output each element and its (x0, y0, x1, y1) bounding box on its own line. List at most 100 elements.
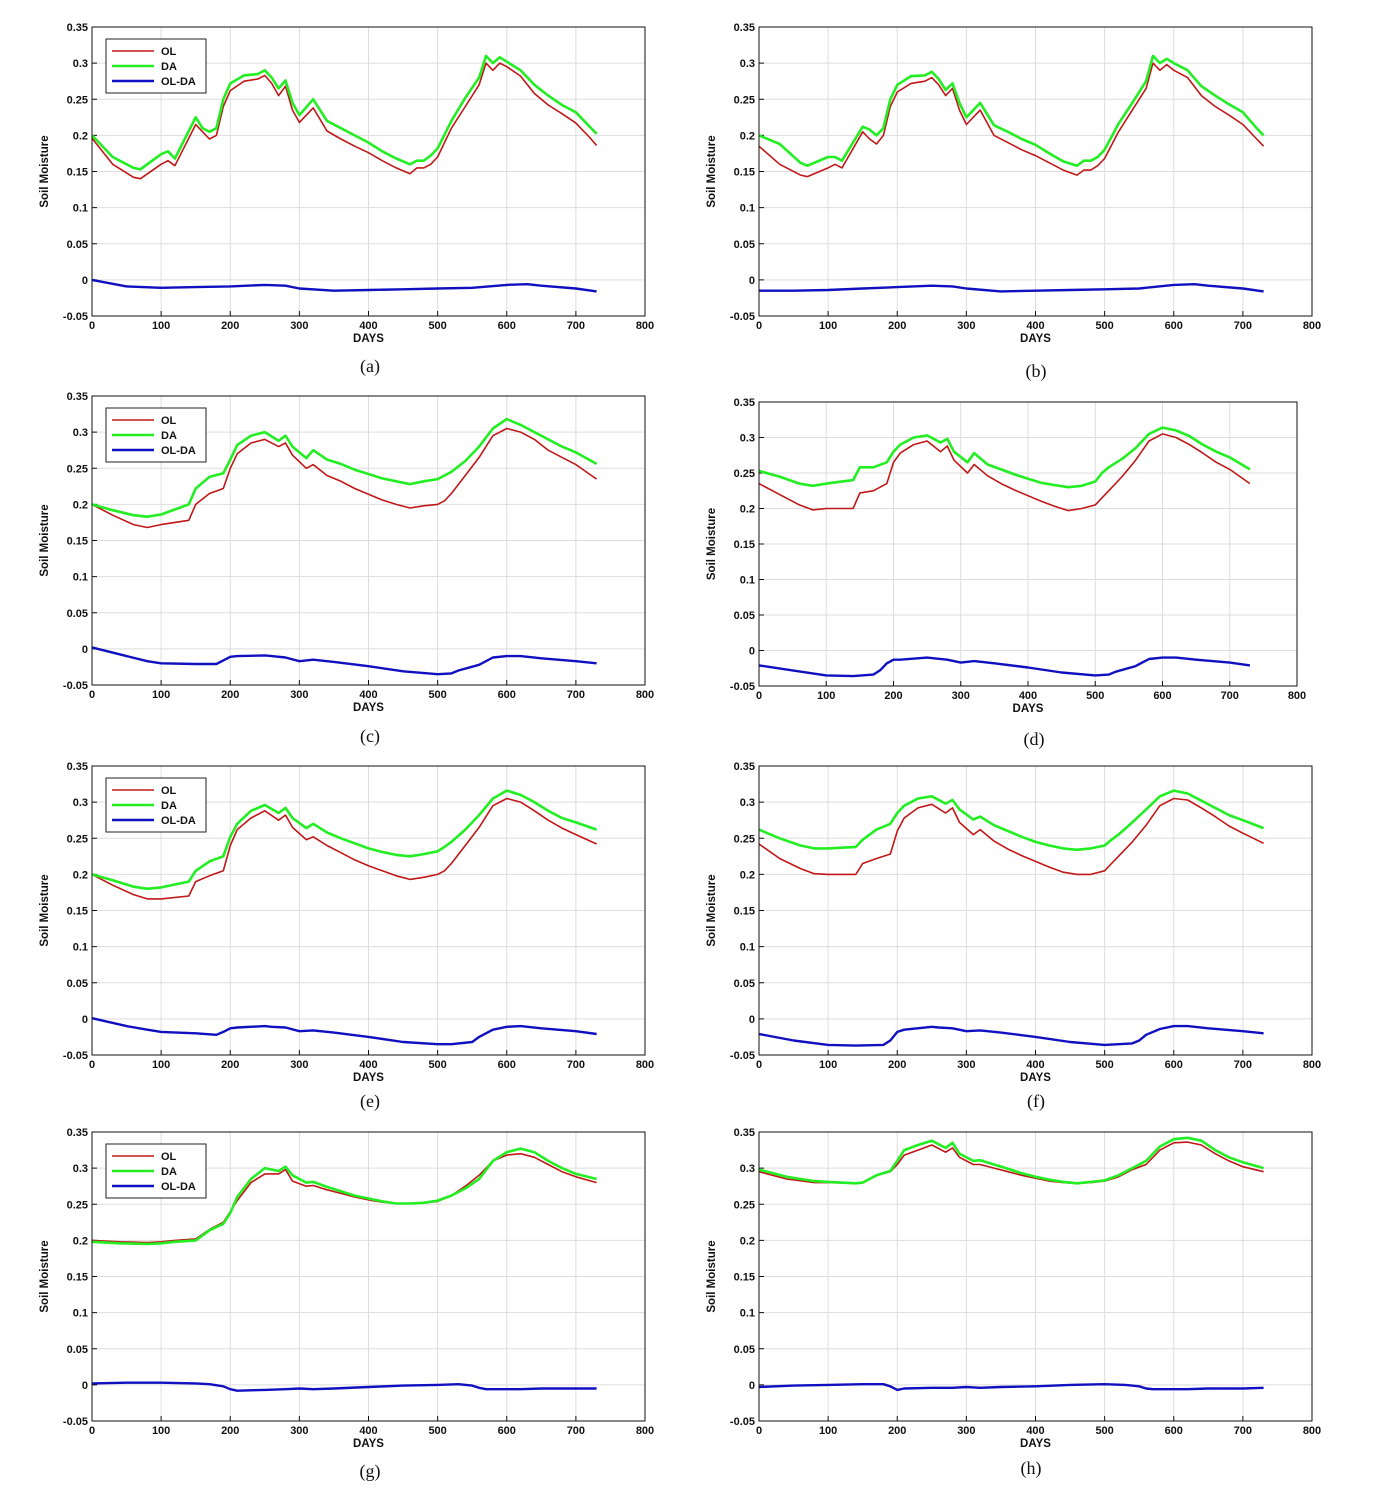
y-tick-label: 0.2 (740, 1235, 755, 1247)
y-tick-label: 0.25 (734, 94, 755, 106)
y-tick-label: 0.15 (67, 906, 88, 918)
panel-caption: (h) (1020, 1458, 1042, 1478)
x-tick-label: 700 (1234, 1059, 1252, 1071)
y-tick-label: -0.05 (63, 680, 88, 692)
x-tick-label: 800 (1303, 1425, 1321, 1437)
series-line-ol-da (758, 1382, 1264, 1392)
y-tick-label: 0.1 (740, 942, 755, 954)
x-tick-label: 300 (290, 1059, 308, 1071)
y-tick-label: 0.1 (73, 1308, 88, 1320)
x-tick-label: 300 (957, 1059, 975, 1071)
axes-frame (758, 1131, 1313, 1422)
x-tick-label: 600 (498, 320, 516, 332)
series-line-da (91, 54, 598, 171)
x-tick-label: 300 (957, 1425, 975, 1437)
y-tick-label: 0.25 (734, 468, 755, 480)
x-axis-label: DAYS (353, 1072, 384, 1084)
x-axis-label: DAYS (353, 1438, 384, 1450)
x-tick-label: 700 (1234, 1425, 1252, 1437)
x-tick-label: 100 (152, 320, 170, 332)
panel-caption: (g) (359, 1461, 381, 1481)
x-tick-label: 700 (567, 1425, 585, 1437)
x-axis-label: DAYS (1020, 333, 1051, 345)
y-tick-label: 0.2 (73, 869, 88, 881)
x-axis-label: DAYS (353, 702, 384, 714)
panel-c: 0 100 200 300 400 500 600 700 800-0.0500.050.10.… (39, 391, 654, 714)
x-tick-label: 600 (1153, 690, 1171, 702)
x-tick-label: 400 (359, 1425, 377, 1437)
y-tick-label: 0.3 (73, 58, 88, 70)
y-tick-label: 0 (749, 646, 755, 658)
x-tick-label: 300 (290, 1425, 308, 1437)
y-tick-label: 0 (749, 1014, 755, 1026)
x-tick-label: 100 (152, 1425, 170, 1437)
y-tick-label: 0.25 (67, 94, 88, 106)
x-tick-label: 600 (498, 1425, 516, 1437)
x-tick-label: 600 (1165, 1059, 1183, 1071)
legend: OL DA OL-DA (105, 777, 207, 833)
y-tick-label: 0.35 (67, 391, 88, 403)
y-tick-label: 0.1 (73, 572, 88, 584)
y-tick-label: 0.1 (740, 203, 755, 215)
x-tick-label: 200 (221, 689, 239, 701)
y-tick-label: 0.15 (67, 536, 88, 548)
y-tick-label: 0.35 (734, 397, 755, 409)
x-tick-label: 200 (221, 320, 239, 332)
x-tick-label: 500 (1095, 320, 1113, 332)
x-tick-label: 700 (1234, 320, 1252, 332)
x-tick-label: 400 (359, 1059, 377, 1071)
y-tick-label: 0.35 (67, 1127, 88, 1139)
series-line-ol (91, 62, 598, 180)
y-tick-label: 0.35 (734, 22, 755, 34)
x-tick-label: 800 (1303, 320, 1321, 332)
y-tick-label: -0.05 (730, 311, 755, 323)
y-tick-label: 0.05 (734, 239, 755, 251)
x-tick-label: 200 (884, 690, 902, 702)
panel-caption: (f) (1027, 1091, 1045, 1111)
series-line-ol (91, 427, 598, 529)
x-tick-label: 200 (888, 1425, 906, 1437)
legend-box (105, 777, 207, 833)
y-tick-label: 0.05 (734, 978, 755, 990)
x-tick-label: 200 (888, 320, 906, 332)
x-tick-label: 200 (221, 1059, 239, 1071)
y-tick-label: 0.15 (734, 1272, 755, 1284)
y-tick-label: 0.3 (740, 1163, 755, 1175)
legend: OL DA OL-DA (105, 38, 207, 94)
x-tick-label: 800 (1288, 690, 1306, 702)
legend-label: OL-DA (161, 76, 196, 88)
y-axis-label: Soil Moisture (39, 874, 51, 946)
y-tick-label: 0.15 (67, 167, 88, 179)
y-tick-label: 0.25 (67, 1199, 88, 1211)
panel-caption: (c) (360, 726, 380, 746)
y-tick-label: 0.2 (73, 1235, 88, 1247)
y-tick-label: 0.35 (734, 761, 755, 773)
y-tick-label: 0.3 (73, 1163, 88, 1175)
x-tick-label: 600 (1165, 1425, 1183, 1437)
x-tick-label: 0 (89, 1059, 95, 1071)
y-tick-label: 0.05 (734, 610, 755, 622)
x-tick-label: 300 (957, 320, 975, 332)
y-tick-label: 0.2 (740, 869, 755, 881)
x-axis-label: DAYS (1013, 703, 1044, 715)
series-line-ol-da (91, 1381, 597, 1392)
legend-label: OL (161, 415, 177, 427)
axes-frame (91, 1131, 646, 1422)
y-tick-label: 0 (82, 1014, 88, 1026)
series-line-da (758, 426, 1251, 489)
x-tick-label: 500 (428, 320, 446, 332)
y-axis-label: Soil Moisture (706, 1240, 718, 1312)
axes-frame (91, 765, 646, 1056)
y-tick-label: 0.3 (740, 433, 755, 445)
y-tick-label: 0.2 (73, 499, 88, 511)
y-tick-label: 0.15 (734, 167, 755, 179)
y-tick-label: 0.25 (734, 833, 755, 845)
y-tick-label: 0.3 (740, 797, 755, 809)
x-tick-label: 700 (567, 689, 585, 701)
y-tick-label: 0.05 (734, 1344, 755, 1356)
panel-g: 0 100 200 300 400 500 600 700 800-0.0500.050.10.… (39, 1127, 654, 1450)
panel-caption: (d) (1023, 729, 1045, 749)
panel-caption: (e) (360, 1091, 380, 1111)
y-tick-label: 0.1 (73, 942, 88, 954)
y-tick-label: 0 (749, 275, 755, 287)
